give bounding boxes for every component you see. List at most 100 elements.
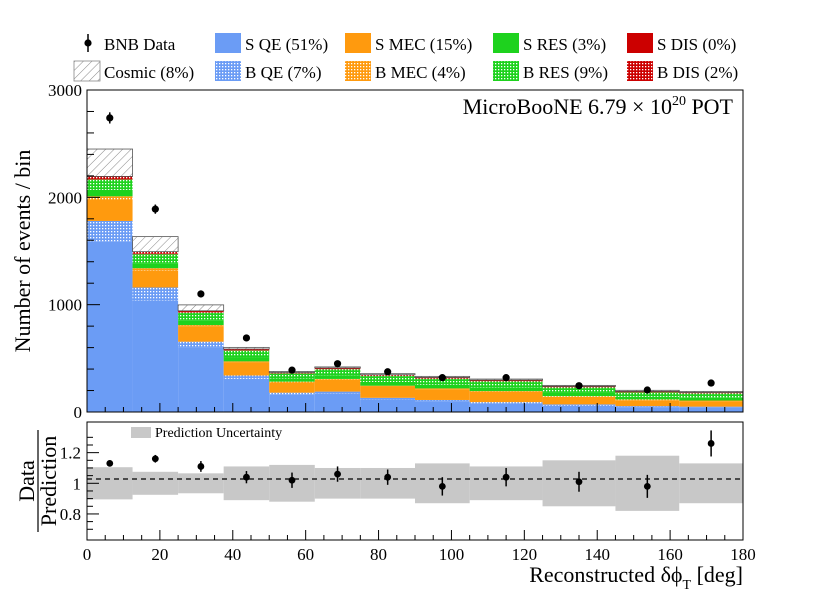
bar-smec-bin-6 xyxy=(360,387,415,398)
legend-entry-data: BNB Data xyxy=(84,34,175,54)
bar-sres-bin-8 xyxy=(470,387,543,391)
ratio-y-axis-label: Data Prediction xyxy=(14,430,61,532)
ratio-legend-label: Prediction Uncertainty xyxy=(155,426,282,441)
bar-sres-bin-11 xyxy=(679,398,743,401)
bar-sres-bin-10 xyxy=(615,397,679,400)
legend-swatch-cosmic xyxy=(74,61,100,81)
legend-label-sqe: S QE (51%) xyxy=(245,35,328,54)
data-point-2 xyxy=(197,290,204,297)
bar-bmec-bin-9 xyxy=(543,396,616,397)
data-point-8 xyxy=(503,374,510,381)
ratio-y-tick-label-0: 0.8 xyxy=(60,505,81,524)
bar-smec-bin-8 xyxy=(470,392,543,402)
x-axis-label-unit: [deg] xyxy=(697,562,743,587)
bar-bqe-bin-2 xyxy=(178,342,224,348)
x-axis-label-main: Reconstructed δϕ xyxy=(529,562,682,587)
y-tick-label-0: 0 xyxy=(74,403,83,422)
legend-swatch-bmec xyxy=(345,61,371,81)
legend-entry-bqe: B QE (7%) xyxy=(215,61,321,82)
bar-bres-bin-6 xyxy=(360,376,415,382)
ratio-point-9 xyxy=(576,478,583,485)
ratio-point-3 xyxy=(243,474,250,481)
bar-bres-bin-11 xyxy=(679,394,743,398)
bar-bqe-bin-3 xyxy=(224,376,270,379)
bar-bqe-bin-6 xyxy=(360,398,415,399)
bar-bres-bin-1 xyxy=(133,254,179,263)
ratio-point-1 xyxy=(152,455,159,462)
bar-sres-bin-1 xyxy=(133,263,179,268)
x-tick-label-2: 40 xyxy=(224,545,241,564)
legend-swatch-sdis xyxy=(627,33,653,53)
bar-smec-bin-2 xyxy=(178,327,224,342)
bar-sqe-bin-4 xyxy=(269,394,315,412)
bar-bmec-bin-5 xyxy=(315,379,361,380)
experiment-annotation: MicroBooNE 6.79 × 1020 POT xyxy=(463,94,734,119)
x-tick-label-1: 20 xyxy=(151,545,168,564)
y-tick-label-1: 1000 xyxy=(48,296,82,315)
ratio-point-5 xyxy=(334,471,341,478)
ratio-y-axis: 0.811.2 xyxy=(60,437,99,529)
data-point-6 xyxy=(384,368,391,375)
bar-bmec-bin-3 xyxy=(224,361,270,362)
annotation-exposure: 6.79 xyxy=(588,94,627,119)
bar-sres-bin-4 xyxy=(269,378,315,381)
bar-smec-bin-11 xyxy=(679,401,743,406)
bar-cosmic-bin-3 xyxy=(224,347,270,349)
bar-bdis-bin-0 xyxy=(87,176,133,179)
bar-smec-bin-4 xyxy=(269,382,315,392)
y-tick-label-3: 3000 xyxy=(48,81,82,100)
data-point-3 xyxy=(243,334,250,341)
ratio-point-2 xyxy=(197,463,204,470)
y-tick-label-2: 2000 xyxy=(48,188,82,207)
bar-bmec-bin-11 xyxy=(679,401,743,402)
bar-bmec-bin-2 xyxy=(178,325,224,327)
ratio-band-bin-1 xyxy=(133,472,179,495)
legend-swatch-sqe xyxy=(215,33,241,53)
bar-bres-bin-0 xyxy=(87,180,133,190)
bar-sqe-bin-1 xyxy=(133,300,179,412)
bar-sqe-bin-5 xyxy=(315,393,361,412)
legend-swatch-bres xyxy=(493,61,519,81)
bar-bres-bin-4 xyxy=(269,374,315,379)
legend-label-bres: B RES (9%) xyxy=(523,63,608,82)
ratio-band-bin-2 xyxy=(178,473,224,493)
bar-sqe-bin-0 xyxy=(87,241,133,412)
legend-label-bmec: B MEC (4%) xyxy=(375,63,466,82)
data-point-1 xyxy=(152,206,159,213)
main-stack xyxy=(87,149,743,412)
bar-bmec-bin-1 xyxy=(133,268,179,270)
bar-bres-bin-3 xyxy=(224,351,270,357)
ratio-point-8 xyxy=(503,474,510,481)
bar-cosmic-bin-11 xyxy=(679,391,743,392)
bar-bqe-bin-0 xyxy=(87,221,133,241)
legend: BNB Data S QE (51%) S MEC (15%) S RES (3… xyxy=(74,33,738,82)
bar-sqe-bin-7 xyxy=(415,401,470,412)
legend-entry-bdis: B DIS (2%) xyxy=(627,61,738,82)
ratio-point-10 xyxy=(644,483,651,490)
legend-swatch-bqe xyxy=(215,61,241,81)
annotation-exponent: 20 xyxy=(672,94,686,109)
bar-sqe-bin-2 xyxy=(178,348,224,412)
bar-bqe-bin-7 xyxy=(415,400,470,401)
bar-bmec-bin-10 xyxy=(615,399,679,400)
data-point-7 xyxy=(439,374,446,381)
legend-entry-smec: S MEC (15%) xyxy=(345,33,472,54)
legend-entry-sres: S RES (3%) xyxy=(493,33,606,54)
bar-bmec-bin-0 xyxy=(87,196,133,199)
ratio-ylabel-denominator: Prediction xyxy=(36,436,61,526)
legend-entry-sdis: S DIS (0%) xyxy=(627,33,736,54)
annotation-unit: POT xyxy=(691,94,733,119)
bar-sres-bin-3 xyxy=(224,357,270,361)
bar-smec-bin-1 xyxy=(133,270,179,287)
annotation-base: 10 xyxy=(650,94,672,119)
bar-sqe-bin-3 xyxy=(224,379,270,412)
legend-label-sdis: S DIS (0%) xyxy=(657,35,736,54)
bar-sres-bin-6 xyxy=(360,382,415,386)
bar-sres-bin-9 xyxy=(543,393,616,396)
legend-label-smec: S MEC (15%) xyxy=(375,35,472,54)
bar-bmec-bin-4 xyxy=(269,382,315,383)
bar-bmec-bin-8 xyxy=(470,391,543,392)
ratio-legend-swatch xyxy=(131,427,151,438)
bar-smec-bin-9 xyxy=(543,397,616,405)
